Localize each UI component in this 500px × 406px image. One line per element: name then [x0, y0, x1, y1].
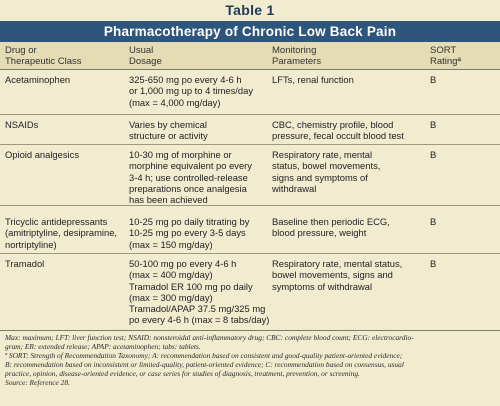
footnote-sort: ª SORT: Strength of Recommendation Taxon… — [5, 350, 403, 360]
footnote-abbreviations-cont: gram; ER: extended release; APAP: acetam… — [5, 341, 201, 351]
table-row: Opioid analgesics 10-30 mg of morphine o… — [0, 145, 500, 206]
sort-rating-cell: B — [430, 119, 437, 130]
drug-cell: NSAIDs — [5, 119, 39, 130]
table-row: NSAIDs Varies by chemical structure or a… — [0, 115, 500, 145]
dosage-cell: 10-30 mg of morphine or morphine equival… — [129, 149, 252, 206]
drug-cell: Tramadol — [5, 258, 45, 269]
table-row: Tramadol 50-100 mg po every 4-6 h (max =… — [0, 254, 500, 331]
footnote-sort-cont: B: recommendation based on inconsistent … — [5, 359, 404, 369]
sort-rating-cell: B — [430, 149, 437, 160]
dosage-cell: 325-650 mg po every 4-6 h or 1,000 mg up… — [129, 74, 254, 108]
header-sort-rating: SORT Ratingª — [430, 45, 461, 67]
footnote-source: Source: Reference 28. — [5, 377, 70, 387]
table-footnotes: Max: maximum; LFT: liver function test; … — [5, 333, 495, 387]
header-drug-class: Drug or Therapeutic Class — [5, 45, 82, 67]
table-label: Table 1 — [225, 2, 275, 18]
table-title: Pharmacotherapy of Chronic Low Back Pain — [0, 21, 500, 42]
dosage-cell: 50-100 mg po every 4-6 h (max = 400 mg/d… — [129, 258, 270, 326]
dosage-cell: 10-25 mg po daily titrating by 10-25 mg … — [129, 216, 250, 250]
table-header-row: Drug or Therapeutic Class Usual Dosage M… — [0, 42, 500, 70]
sort-rating-cell: B — [430, 216, 437, 227]
sort-rating-cell: B — [430, 258, 437, 269]
monitoring-cell: Baseline then periodic ECG, blood pressu… — [272, 216, 390, 239]
monitoring-cell: CBC, chemistry profile, blood pressure, … — [272, 119, 404, 142]
drug-cell: Opioid analgesics — [5, 149, 80, 160]
footnote-abbreviations: Max: maximum; LFT: liver function test; … — [5, 333, 414, 342]
drug-cell: Acetaminophen — [5, 74, 71, 85]
dosage-cell: Varies by chemical structure or activity — [129, 119, 208, 142]
monitoring-cell: Respiratory rate, mental status, bowel m… — [272, 149, 381, 194]
header-usual-dosage: Usual Dosage — [129, 45, 162, 67]
drug-cell: Tricyclic antidepressants (amitriptyline… — [5, 216, 118, 250]
table-row: Tricyclic antidepressants (amitriptyline… — [0, 212, 500, 254]
table-row: Acetaminophen 325-650 mg po every 4-6 h … — [0, 70, 500, 115]
monitoring-cell: LFTs, renal function — [272, 74, 354, 85]
sort-rating-cell: B — [430, 74, 437, 85]
footnote-sort-cont: practice, opinion, disease-oriented evid… — [5, 368, 360, 378]
header-monitoring-parameters: Monitoring Parameters — [272, 45, 322, 67]
monitoring-cell: Respiratory rate, mental status, bowel m… — [272, 258, 403, 292]
